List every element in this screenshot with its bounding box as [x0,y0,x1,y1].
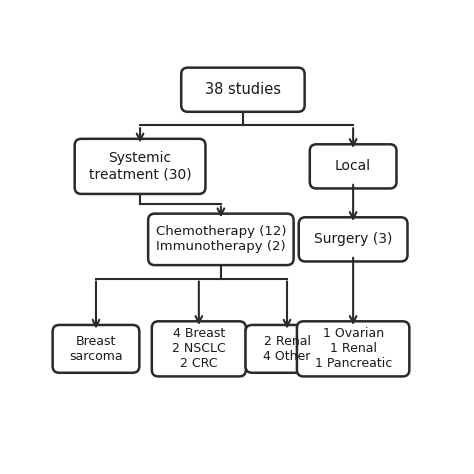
Text: 2 Renal
4 Other: 2 Renal 4 Other [264,335,310,363]
FancyBboxPatch shape [310,144,396,189]
FancyBboxPatch shape [152,321,246,376]
Text: 4 Breast
2 NSCLC
2 CRC: 4 Breast 2 NSCLC 2 CRC [172,328,226,370]
Text: Chemotherapy (12)
Immunotherapy (2): Chemotherapy (12) Immunotherapy (2) [155,225,286,254]
Text: Local: Local [335,159,371,173]
FancyBboxPatch shape [297,321,410,376]
FancyBboxPatch shape [75,139,205,194]
FancyBboxPatch shape [299,217,408,262]
FancyBboxPatch shape [181,68,305,112]
Text: 38 studies: 38 studies [205,82,281,97]
Text: Surgery (3): Surgery (3) [314,232,392,246]
FancyBboxPatch shape [53,325,139,373]
FancyBboxPatch shape [246,325,328,373]
Text: 1 Ovarian
1 Renal
1 Pancreatic: 1 Ovarian 1 Renal 1 Pancreatic [315,328,392,370]
Text: Systemic
treatment (30): Systemic treatment (30) [89,151,191,182]
FancyBboxPatch shape [148,214,293,265]
Text: Breast
sarcoma: Breast sarcoma [69,335,123,363]
